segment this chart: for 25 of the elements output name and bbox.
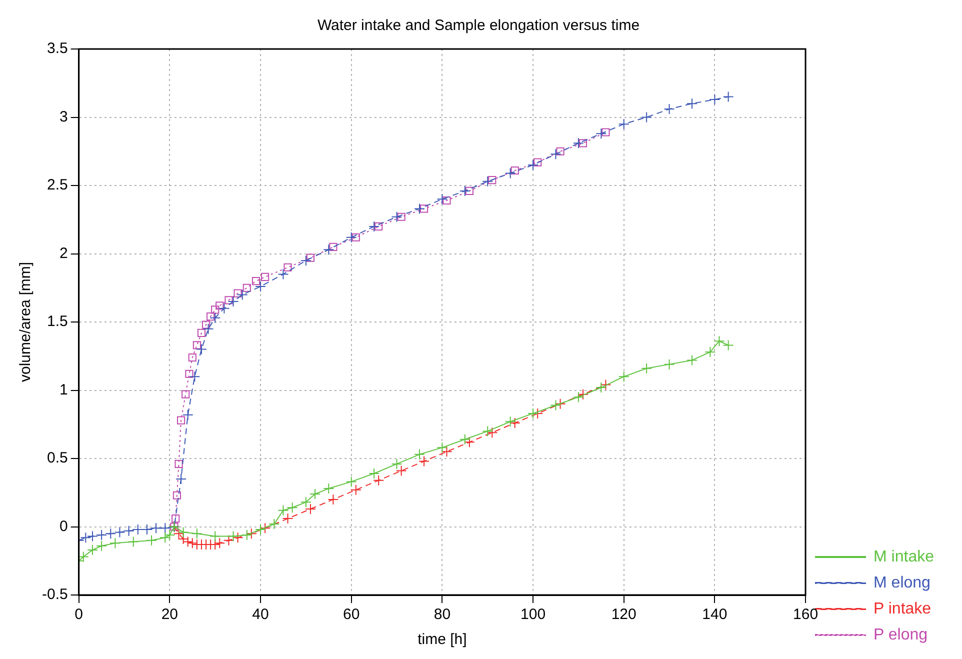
y-tick-label: -0.5	[42, 586, 68, 604]
y-axis-title: volume/area [mm]	[17, 262, 34, 382]
chart-title: Water intake and Sample elongation versus time	[317, 17, 640, 34]
x-tick-label: 140	[702, 606, 728, 624]
x-tick-label: 20	[161, 606, 178, 624]
y-tick-label: 1	[60, 381, 68, 398]
y-tick-label: 3	[60, 108, 68, 126]
x-tick-label: 120	[611, 606, 636, 624]
legend-label: M elong	[874, 574, 930, 592]
legend-label: P elong	[874, 626, 928, 644]
y-tick-label: 1.5	[46, 313, 68, 330]
y-tick-label: 0.5	[46, 450, 68, 467]
x-tick-label: 0	[74, 606, 84, 624]
x-axis-title: time [h]	[418, 631, 467, 648]
x-tick-label: 40	[252, 606, 269, 624]
y-tick-label: 0	[60, 518, 68, 535]
legend-label: P intake	[874, 600, 932, 618]
y-tick-label: 3.5	[46, 40, 68, 58]
x-tick-label: 60	[343, 606, 360, 624]
y-tick-label: 2.5	[46, 176, 68, 194]
x-tick-label: 160	[793, 606, 818, 624]
x-tick-label: 80	[434, 606, 451, 624]
x-tick-label: 100	[520, 606, 546, 624]
legend-label: M intake	[874, 548, 934, 566]
y-tick-label: 2	[60, 244, 68, 262]
